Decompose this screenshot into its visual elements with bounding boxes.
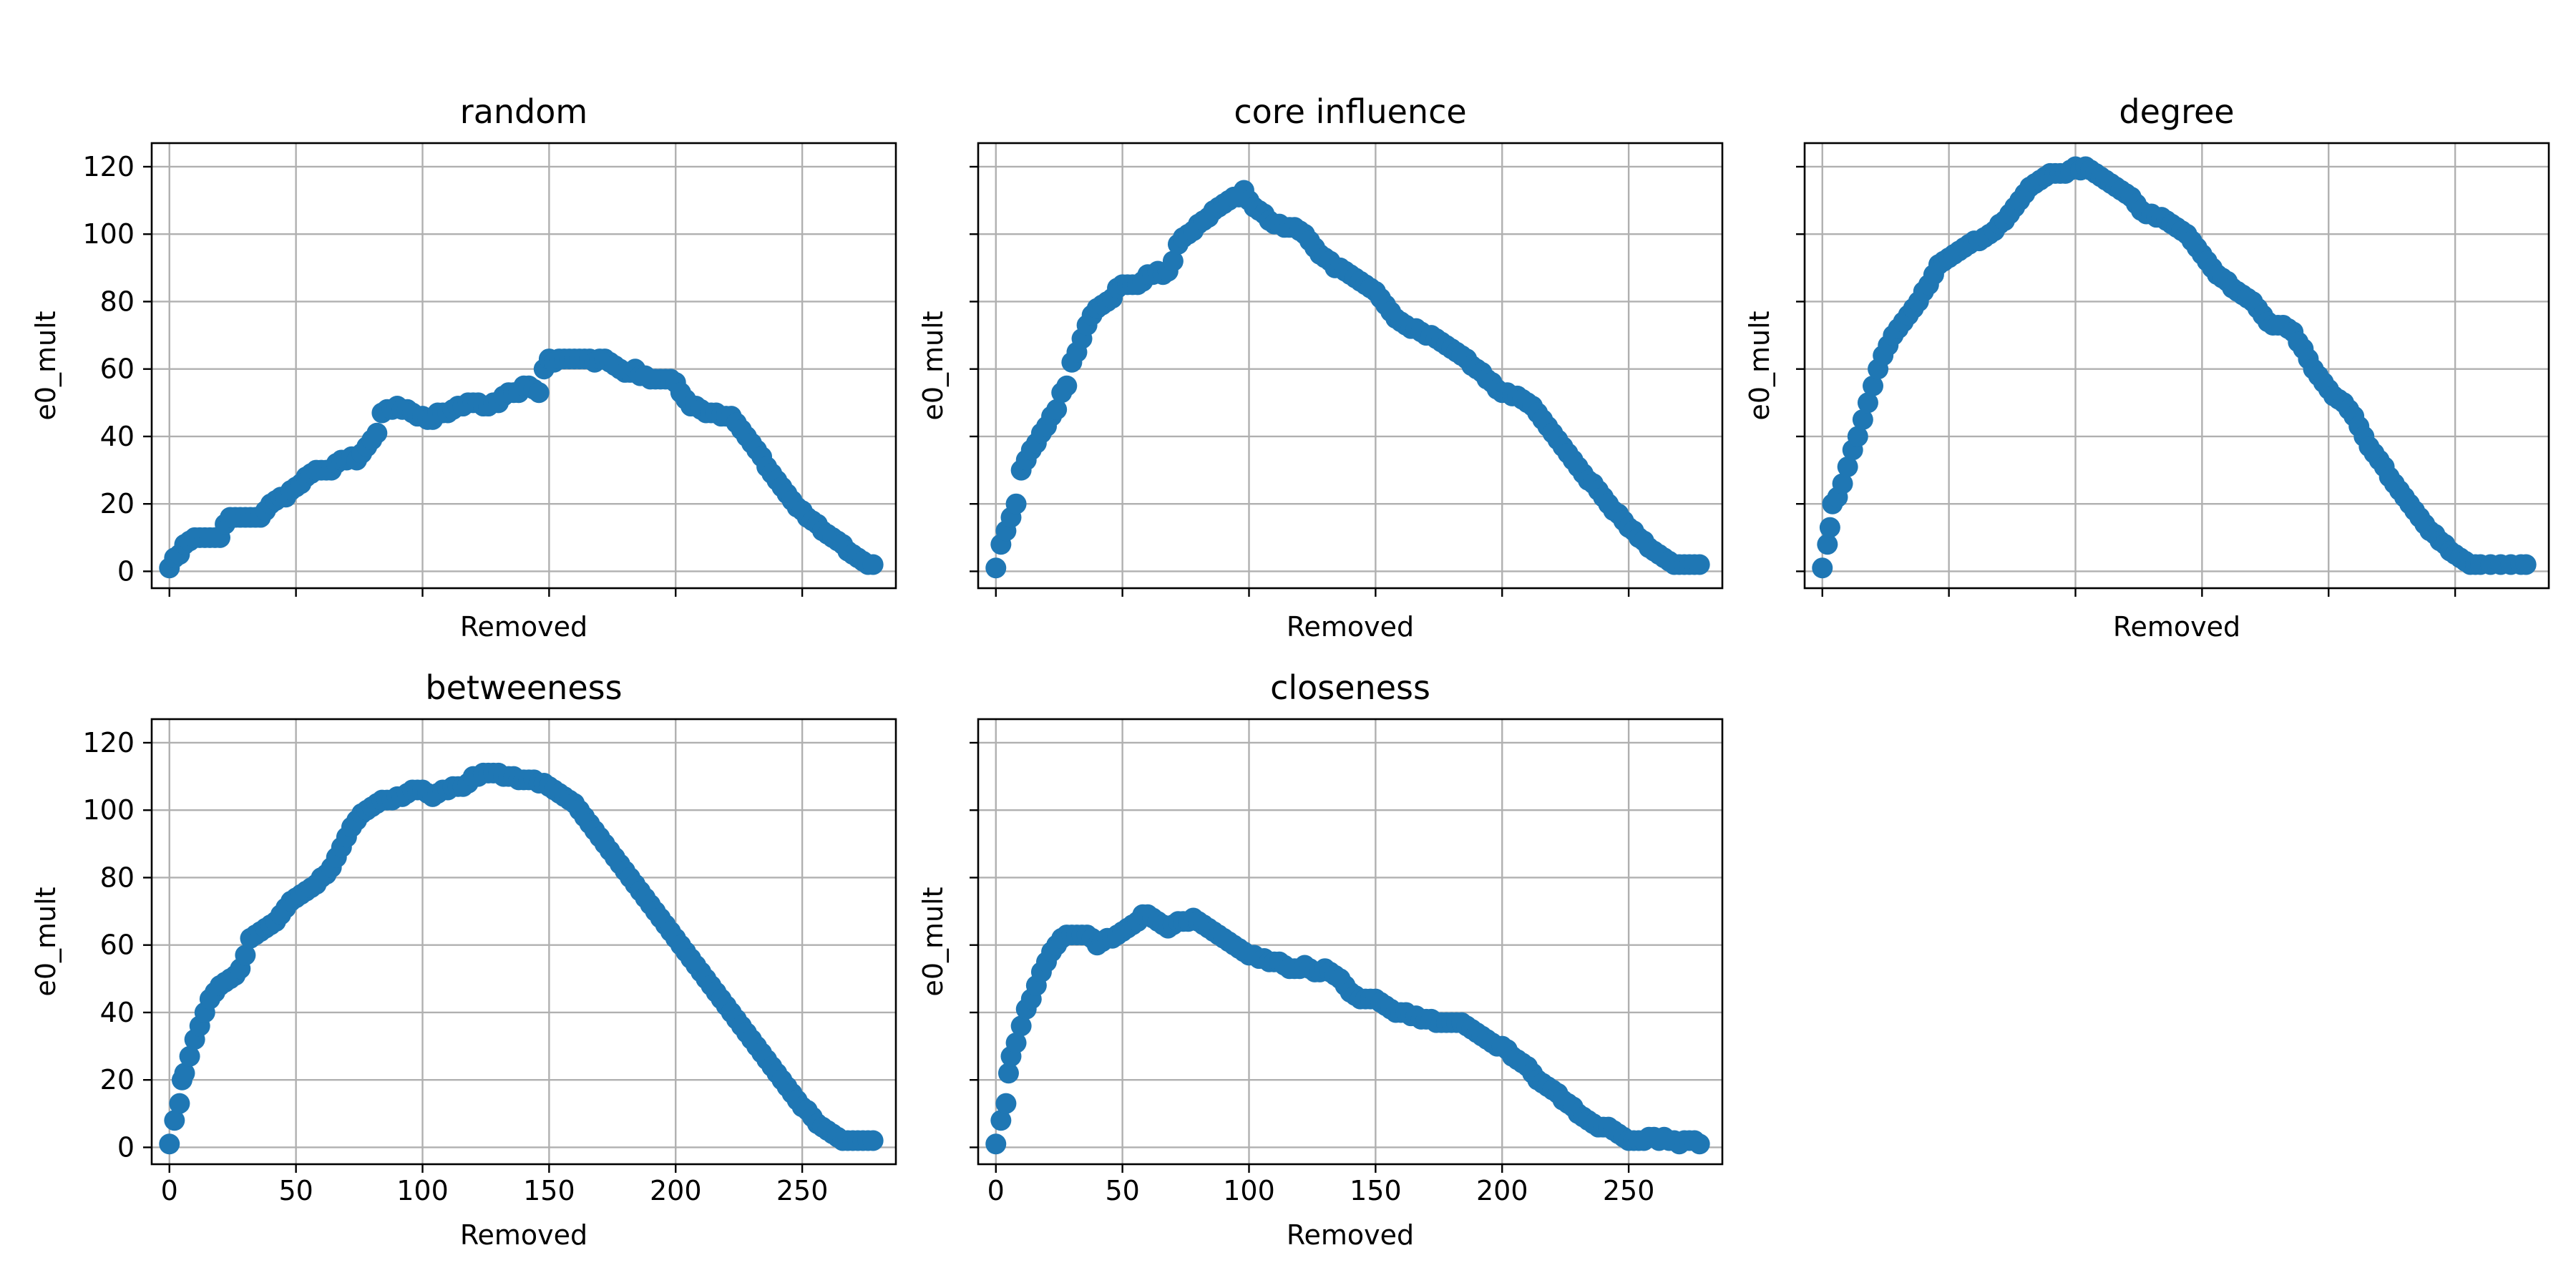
- y-tick-label: 40: [100, 997, 135, 1028]
- subplot-closeness: 0 50 100 150 200 250 closeness Removed e0_mult: [917, 668, 1724, 1251]
- x-tick-label: 50: [278, 1175, 313, 1206]
- y-tick-label: 120: [82, 151, 135, 182]
- data-point: [1832, 473, 1853, 494]
- data-points: [985, 180, 1710, 579]
- data-point: [1005, 493, 1027, 514]
- data-point: [174, 1063, 195, 1084]
- data-point: [2515, 554, 2537, 575]
- x-tick-label: 150: [1350, 1175, 1402, 1206]
- data-point: [862, 1130, 884, 1151]
- y-tick-label: 20: [100, 1064, 135, 1096]
- data-point: [1689, 554, 1710, 575]
- y-tick-label: 20: [100, 488, 135, 519]
- data-point: [1819, 517, 1840, 538]
- y-axis-label: e0_mult: [917, 887, 949, 996]
- y-tick-label: 0: [117, 555, 135, 587]
- x-tick-label: 50: [1105, 1175, 1139, 1206]
- data-points: [159, 762, 884, 1155]
- axes-frame: [150, 142, 897, 590]
- subplot-title: core influence: [1234, 92, 1466, 131]
- data-point: [995, 1093, 1017, 1114]
- y-tick-label: 100: [82, 794, 135, 826]
- y-tick-label: 100: [82, 218, 135, 250]
- data-point: [1046, 399, 1068, 420]
- x-tick-label: 0: [987, 1175, 1005, 1206]
- x-axis-label: Removed: [2113, 611, 2240, 643]
- x-axis-label: Removed: [1287, 1219, 1414, 1251]
- x-axis-label: Removed: [1287, 611, 1414, 643]
- data-point: [366, 422, 388, 444]
- data-point: [1847, 426, 1868, 447]
- data-point: [1689, 1133, 1710, 1155]
- subplot-title: random: [460, 92, 587, 131]
- subplot-random: 0 20 40 60 80 100 120 random Removed e0_mult: [30, 92, 897, 643]
- data-points: [159, 348, 884, 579]
- x-axis-label: Removed: [460, 611, 587, 643]
- y-tick-label: 60: [100, 353, 135, 385]
- data-points: [985, 904, 1710, 1155]
- data-point: [1162, 250, 1184, 272]
- y-tick-label: 120: [82, 727, 135, 758]
- y-axis-label: e0_mult: [30, 311, 62, 420]
- data-point: [985, 1133, 1007, 1155]
- y-tick-label: 60: [100, 930, 135, 961]
- data-point: [169, 1093, 190, 1114]
- data-point: [1837, 456, 1858, 477]
- y-tick-label: 80: [100, 286, 135, 317]
- x-tick-label: 150: [523, 1175, 575, 1206]
- x-tick-label: 250: [776, 1175, 829, 1206]
- axes-frame: [977, 142, 1724, 590]
- subplot-degree: degree Removed e0_mult: [1744, 92, 2550, 643]
- data-point: [159, 1133, 180, 1155]
- subplot-title: degree: [2119, 92, 2234, 131]
- y-tick-label: 80: [100, 862, 135, 893]
- x-tick-label: 200: [650, 1175, 702, 1206]
- y-tick-label: 40: [100, 421, 135, 452]
- data-point: [1812, 557, 1833, 579]
- data-point: [1852, 409, 1873, 430]
- data-point: [528, 382, 550, 404]
- data-point: [235, 945, 256, 966]
- subplot-title: closeness: [1270, 668, 1430, 707]
- x-axis-label: Removed: [460, 1219, 587, 1251]
- x-tick-label: 0: [161, 1175, 178, 1206]
- x-tick-label: 250: [1603, 1175, 1655, 1206]
- data-point: [990, 1110, 1012, 1131]
- y-axis-label: e0_mult: [917, 311, 949, 420]
- data-point: [1005, 1032, 1027, 1053]
- data-point: [1010, 1015, 1032, 1037]
- data-point: [1857, 392, 1878, 414]
- x-tick-label: 100: [396, 1175, 449, 1206]
- y-axis-label: e0_mult: [1744, 311, 1775, 420]
- data-point: [1863, 375, 1884, 396]
- x-tick-label: 200: [1476, 1175, 1528, 1206]
- subplot-betweeness: 0 50 100 150 200 250 0 20 40 60 80 100 120 betweeness…: [30, 668, 897, 1251]
- data-point: [997, 1063, 1019, 1084]
- data-point: [164, 1110, 185, 1131]
- subplot-title: betweeness: [425, 668, 622, 707]
- x-tick-label: 100: [1223, 1175, 1275, 1206]
- y-axis-label: e0_mult: [30, 887, 62, 996]
- axes-frame: [1803, 142, 2550, 590]
- data-point: [985, 557, 1007, 579]
- subplot-core-influence: core influence Removed e0_mult: [917, 92, 1724, 643]
- axes-frame: [150, 718, 897, 1166]
- axes-frame: [977, 718, 1724, 1166]
- data-point: [1056, 375, 1078, 396]
- y-tick-label: 0: [117, 1131, 135, 1163]
- data-point: [1817, 534, 1838, 555]
- data-points: [1812, 156, 2537, 579]
- data-point: [179, 1045, 200, 1067]
- data-point: [862, 554, 884, 575]
